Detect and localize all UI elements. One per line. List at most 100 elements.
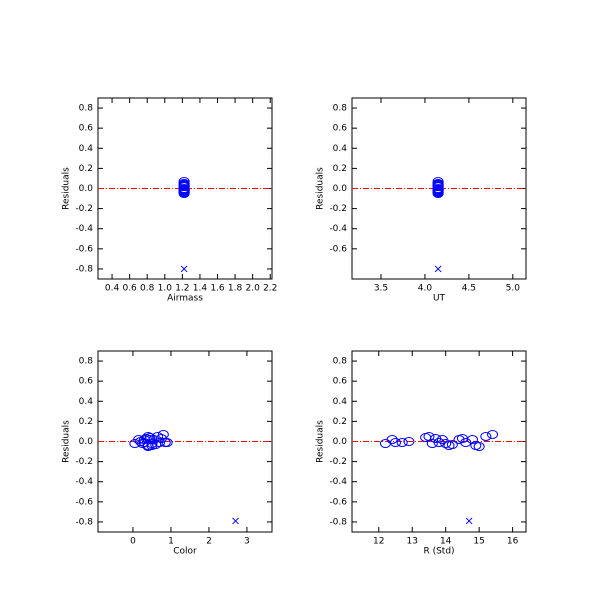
x-axis-label: Color [173,547,197,557]
y-tick-label: 0.6 [333,377,348,387]
y-tick-label: 0.6 [333,124,348,134]
circle-marker [432,176,444,186]
panel: 0.8 0.6 0.4 0.2 0.0 -0.2 -0.4 -0.6 3.5 4.0 4.5 5.0 U… [316,97,527,304]
x-tick-label: 5.0 [506,284,521,294]
y-tick-label: 0.0 [333,437,348,447]
x-tick-label: 14 [440,537,452,547]
x-tick-label: 1.0 [158,284,173,294]
y-tick-label: 0.0 [79,437,94,447]
x-tick-label: 15 [473,537,484,547]
circle-marker [178,176,190,186]
y-tick-label: -0.2 [75,204,93,214]
y-tick-label: 0.8 [79,104,94,114]
x-tick-label: 0 [130,537,136,547]
circle-marker [487,429,499,439]
x-tick-label: 0.4 [105,284,120,294]
circle-marker [426,439,438,449]
circle-marker [403,437,415,446]
y-tick-label: -0.4 [329,224,347,234]
y-tick-label: -0.8 [329,517,347,527]
y-tick-label: 0.4 [333,144,348,154]
circle-marker [460,438,472,448]
circle-marker [157,429,169,439]
circle-marker [379,439,391,449]
y-tick-label: -0.8 [75,264,93,274]
circle-marker [142,442,154,452]
circle-marker [432,189,444,199]
circle-marker [480,431,492,441]
y-tick-label: 0.6 [79,124,94,134]
y-tick-label: 0.4 [79,397,94,407]
circle-marker [433,438,445,448]
y-axis-label: Residuals [62,167,72,210]
x-axis-label: UT [433,294,446,304]
circle-marker [466,434,478,444]
y-tick-label: 0.2 [333,417,347,427]
y-tick-label: 0.0 [333,184,348,194]
circle-marker [144,434,156,444]
y-tick-label: 0.4 [333,397,348,407]
y-tick-label: -0.2 [329,457,347,467]
x-marker [465,517,473,525]
circle-marker [432,178,444,188]
x-tick-label: 2 [206,537,212,547]
y-tick-label: -0.6 [75,497,93,507]
circle-marker [386,434,398,444]
y-tick-label: 0.2 [79,164,93,174]
x-tick-label: 4.5 [462,284,476,294]
y-tick-label: -0.6 [329,497,347,507]
x-tick-label: 16 [507,537,519,547]
circle-marker [396,438,408,448]
x-tick-label: 1.6 [210,284,225,294]
x-marker [232,517,239,525]
x-tick-label: 13 [407,537,418,547]
y-axis-label: Residuals [316,167,326,210]
x-tick-label: 0.8 [140,284,155,294]
y-tick-label: -0.8 [75,517,93,527]
x-tick-label: 12 [373,537,384,547]
x-tick-label: 1.8 [228,284,243,294]
x-axis-label: Airmass [167,294,203,304]
x-tick-label: 3 [244,537,250,547]
y-tick-label: -0.4 [75,477,93,487]
panel: 0.8 0.6 0.4 0.2 0.0 -0.2 -0.4 -0.6 -0.8 12 13 14 15 1… [316,350,527,557]
x-axis-label: R (Std) [423,547,454,557]
circle-marker [446,440,458,450]
circle-marker [432,181,444,191]
x-tick-label: 2.2 [263,284,277,294]
circle-marker [178,178,190,188]
x-tick-label: 1.2 [175,284,189,294]
y-tick-label: 0.2 [79,417,93,427]
x-marker [180,265,188,273]
y-axis-label: Residuals [316,420,326,463]
y-tick-label: -0.2 [329,204,347,214]
y-tick-label: 0.4 [79,144,94,154]
circle-marker [390,438,401,448]
x-tick-label: 1.4 [193,284,208,294]
y-tick-label: 0.8 [79,357,94,367]
y-tick-label: -0.4 [75,224,93,234]
circle-marker [154,438,166,448]
x-tick-label: 2.0 [246,284,261,294]
y-tick-label: 0.6 [79,377,94,387]
x-tick-label: 4.0 [418,284,433,294]
y-tick-label: -0.6 [75,244,93,254]
circle-marker [152,431,164,441]
y-tick-label: 0.0 [79,184,94,194]
x-tick-label: 0.6 [122,284,137,294]
panel: 0.8 0.6 0.4 0.2 0.0 -0.2 -0.4 -0.6 -0.8 0 1 2 3 Color… [62,350,273,557]
y-tick-label: -0.2 [75,457,93,467]
panel: 0.80.60.40.20.0-0.2-0.4-0.6-0.80.4 0.6 0.8… [62,97,277,304]
circle-marker [178,189,190,199]
circle-marker [148,434,160,444]
x-marker [434,265,442,273]
y-tick-label: -0.4 [329,477,347,487]
y-tick-label: 0.2 [333,164,347,174]
circle-marker [440,439,452,449]
circle-marker [473,442,485,452]
x-tick-label: 1 [168,537,174,547]
y-tick-label: 0.8 [333,104,348,114]
y-axis-label: Residuals [62,420,72,463]
x-tick-label: 3.5 [374,284,388,294]
